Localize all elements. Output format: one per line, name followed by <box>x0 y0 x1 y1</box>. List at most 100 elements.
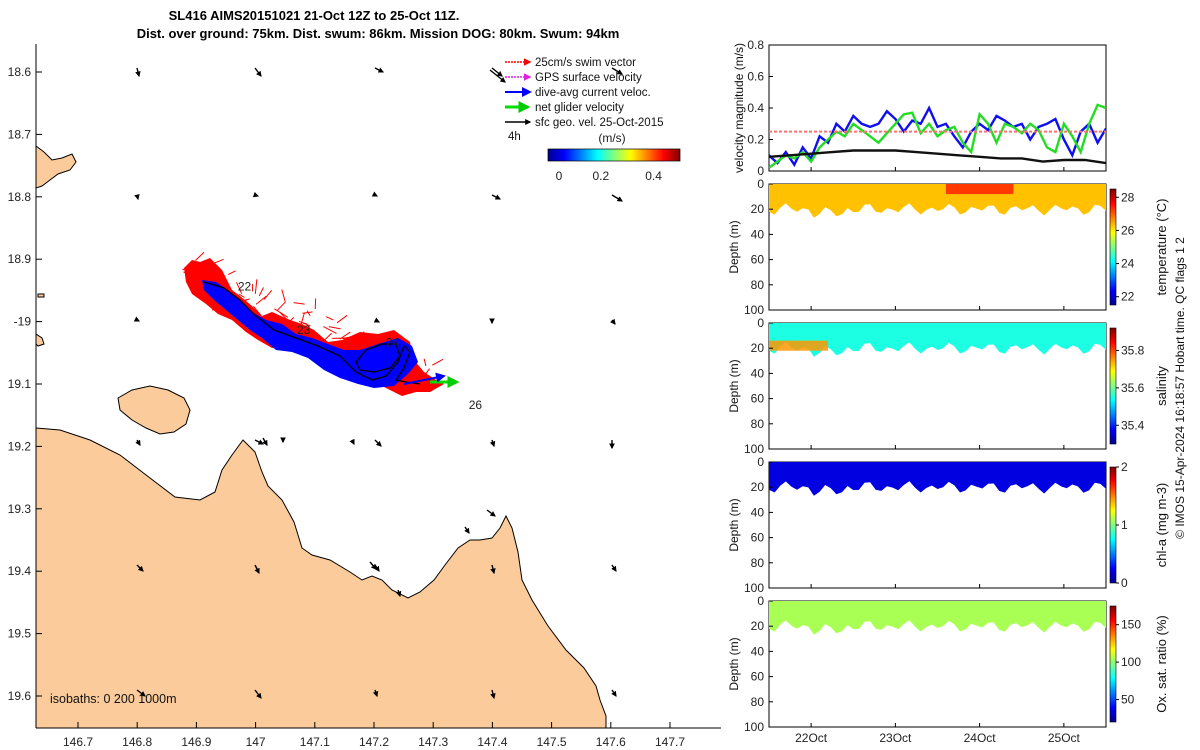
profile-colorbar <box>1109 466 1117 584</box>
swim-whisker <box>432 358 444 366</box>
depth-tick-label: 60 <box>751 670 765 684</box>
depth-tick-label: 40 <box>751 227 765 241</box>
depth-tick-label: 40 <box>751 505 765 519</box>
depth-axis-label: Depth (m) <box>727 359 741 412</box>
colorbar-tick-label: 100 <box>1121 655 1141 669</box>
swim-whisker <box>196 268 212 275</box>
swim-whisker <box>293 302 305 305</box>
depth-tick-label: 100 <box>744 720 764 734</box>
depth-axis-label: Depth (m) <box>727 498 741 551</box>
profile-colorbar-label: Ox. sat. ratio (%) <box>1154 615 1169 713</box>
speed-colorbar-ticks: 0 0.2 0.4 <box>556 169 663 183</box>
swim-whisker <box>323 326 337 334</box>
velocity-y-tick-label: 0 <box>757 164 764 178</box>
depth-tick-label: 100 <box>744 442 764 456</box>
profile-patch <box>945 184 1014 195</box>
depth-tick-label: 60 <box>751 531 765 545</box>
track-day-label: 22 <box>238 279 252 293</box>
geo-arrow <box>133 316 141 322</box>
isobaths-label: isobaths: 0 200 1000m <box>50 692 176 706</box>
depth-axis-label: Depth (m) <box>727 637 741 690</box>
palm-island-fragment <box>36 145 77 189</box>
swim-whisker <box>281 289 286 303</box>
swim-whisker <box>287 317 295 324</box>
swim-whisker <box>349 339 357 349</box>
track-day-labels: 22 23 24 26 <box>238 279 483 412</box>
swim-whisker <box>204 272 215 280</box>
geo-arrow <box>136 689 146 697</box>
depth-tick-label: 0 <box>757 594 764 608</box>
map-x-tick-label: 147.1 <box>300 735 330 749</box>
geo-arrow <box>491 67 503 77</box>
dive-current-arrow <box>403 372 446 385</box>
swim-whisker <box>328 326 341 330</box>
swim-whisker <box>336 314 348 324</box>
geo-arrow <box>489 439 496 448</box>
geo-arrow <box>136 564 144 572</box>
geo-arrow <box>254 689 262 699</box>
geo-arrow <box>489 69 506 83</box>
timestamp-qc-label: © IMOS 15-Apr-2024 16:18:57 Hobart time.… <box>1173 237 1187 539</box>
geo-arrow <box>135 439 141 446</box>
colorbar-tick-label: 26 <box>1121 223 1135 237</box>
velocity-y-tick-label: 0.4 <box>747 101 764 115</box>
geo-arrow <box>610 318 616 325</box>
swim-whisker <box>182 265 193 271</box>
profile-colorbar <box>1109 327 1117 445</box>
map-y-tick-label: 19.2 <box>8 439 32 453</box>
swim-whisker <box>302 311 313 314</box>
depth-tick-label: 0 <box>757 316 764 330</box>
geo-arrow <box>464 526 470 534</box>
glider-track <box>182 251 460 396</box>
map-legend: 25cm/s swim vector GPS surface velocity … <box>505 57 681 183</box>
legend-sfc-geo-velocity: sfc geo. vel. 25-Oct-2015 <box>505 117 663 129</box>
depth-tick-label: 60 <box>751 253 765 267</box>
time-tick-label: 24Oct <box>964 731 997 745</box>
swim-whisker <box>183 271 191 276</box>
map-y-tick-label: 18.9 <box>8 252 32 266</box>
geo-arrow <box>490 564 496 575</box>
legend-dive-avg-current: dive-avg current veloc. <box>505 87 651 99</box>
depth-tick-label: 100 <box>744 303 764 317</box>
velocity-panel: 0 0.2 0.4 0.6 0.8 velocity magnitude (m/s) <box>732 38 1107 178</box>
reef-speck <box>37 293 45 298</box>
colorbar-tick-label: 22 <box>1121 290 1135 304</box>
swim-whisker <box>423 358 427 367</box>
swim-whisker <box>295 327 301 335</box>
profile-patch <box>769 340 828 351</box>
speed-colorbar-unit: (m/s) <box>598 131 625 145</box>
depth-tick-label: 0 <box>757 177 764 191</box>
colorbar-tick-label: 150 <box>1121 618 1141 632</box>
geo-arrow <box>611 689 617 697</box>
time-tick-label: 23Oct <box>879 731 912 745</box>
velocity-y-tick-label: 0.2 <box>747 133 764 147</box>
swim-whisker <box>195 251 205 261</box>
map-x-tick-label: 147.7 <box>655 735 685 749</box>
track-line <box>203 281 421 385</box>
swim-whisker <box>258 287 264 297</box>
swim-whisker <box>299 313 305 327</box>
profile-colorbar-label: temperature (°C) <box>1154 199 1169 296</box>
swim-whisker <box>263 289 273 300</box>
geo-arrow <box>369 561 377 570</box>
geo-arrow <box>486 509 496 517</box>
map-x-tick-label: 147.3 <box>418 735 448 749</box>
velocity-line-net-glider-velocity <box>769 103 1106 169</box>
profile-panel-oxygen: 0 20 40 60 80 100 Depth (m) 50 100 150 Ox. sat. ra… <box>727 594 1169 734</box>
figure-title-line1: SL416 AIMS20151021 21-Oct 12Z to 25-Oct … <box>169 8 460 23</box>
track-day-label: 26 <box>469 398 483 412</box>
swim-whisker <box>253 306 262 316</box>
geo-arrow <box>611 564 617 572</box>
depth-tick-label: 80 <box>751 556 765 570</box>
figure-title-line2: Dist. over ground: 75km. Dist. swum: 86k… <box>137 26 620 41</box>
dive-avg-current-band <box>202 280 418 388</box>
swim-whisker <box>402 381 411 389</box>
time-tick-label: 22Oct <box>795 731 828 745</box>
geo-arrow <box>374 439 382 447</box>
swim-whisker <box>361 336 372 347</box>
geo-arrow <box>135 67 141 78</box>
colorbar-tick-label: 35.8 <box>1121 343 1145 357</box>
swim-whisker <box>211 306 221 311</box>
swim-whisker <box>325 316 334 321</box>
